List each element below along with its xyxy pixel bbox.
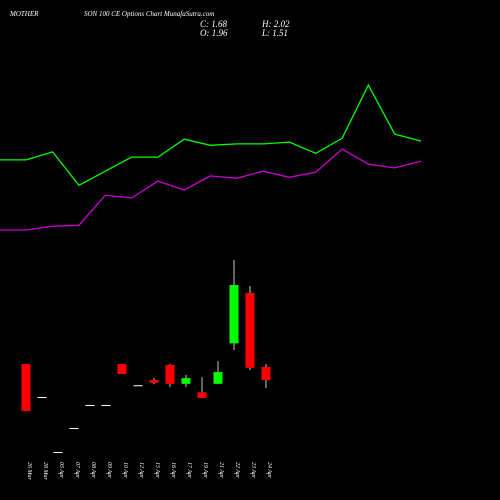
indicator-line <box>0 148 422 231</box>
x-tick-label: 10 Apr <box>122 462 128 479</box>
ohlc-label: L: 1.51 <box>261 28 288 38</box>
x-tick-label: 16 Apr <box>170 462 176 479</box>
candle-body <box>261 366 271 381</box>
candle-body <box>245 293 255 368</box>
candle-body <box>181 378 191 384</box>
x-tick-label: 23 Apr <box>250 462 256 479</box>
candle-body <box>101 404 111 406</box>
candle-body <box>21 364 31 412</box>
ohlc-label: O: 1.96 <box>200 28 228 38</box>
x-tick-label: 24 Apr <box>266 462 273 479</box>
candle-body <box>37 396 47 398</box>
x-tick-label: 17 Apr <box>186 462 192 479</box>
candle-body <box>117 364 127 374</box>
candle-body <box>149 380 159 383</box>
x-tick-label: 19 Apr <box>202 462 208 479</box>
x-tick-label: 05 Apr <box>58 462 64 479</box>
x-tick-label: 28 Mar <box>42 462 48 480</box>
candle-body <box>53 452 63 454</box>
x-tick-label: 08 Apr <box>90 462 96 479</box>
x-tick-label: 21 Apr <box>218 462 224 479</box>
candle-body <box>133 385 143 387</box>
chart-title-left: MOTHER <box>9 10 39 18</box>
x-tick-label: 22 Apr <box>234 462 240 479</box>
candle-body <box>85 404 95 406</box>
chart-title: SON 100 CE Options Chart MunafaSutra.com <box>84 10 214 18</box>
candle-body <box>197 392 207 398</box>
indicator-line <box>0 83 422 187</box>
candle-body <box>213 372 223 384</box>
ohlc-label: H: 2.02 <box>261 19 290 29</box>
candle-body <box>165 365 175 384</box>
x-tick-label: 26 Mar <box>26 462 32 480</box>
ohlc-label: C: 1.68 <box>200 19 228 29</box>
x-tick-label: 12 Apr <box>138 462 144 479</box>
candle-body <box>69 428 79 430</box>
x-tick-label: 15 Apr <box>154 462 160 479</box>
x-tick-label: 09 Apr <box>106 462 112 479</box>
candle-body <box>229 285 239 344</box>
x-tick-label: 07 Apr <box>74 462 80 479</box>
